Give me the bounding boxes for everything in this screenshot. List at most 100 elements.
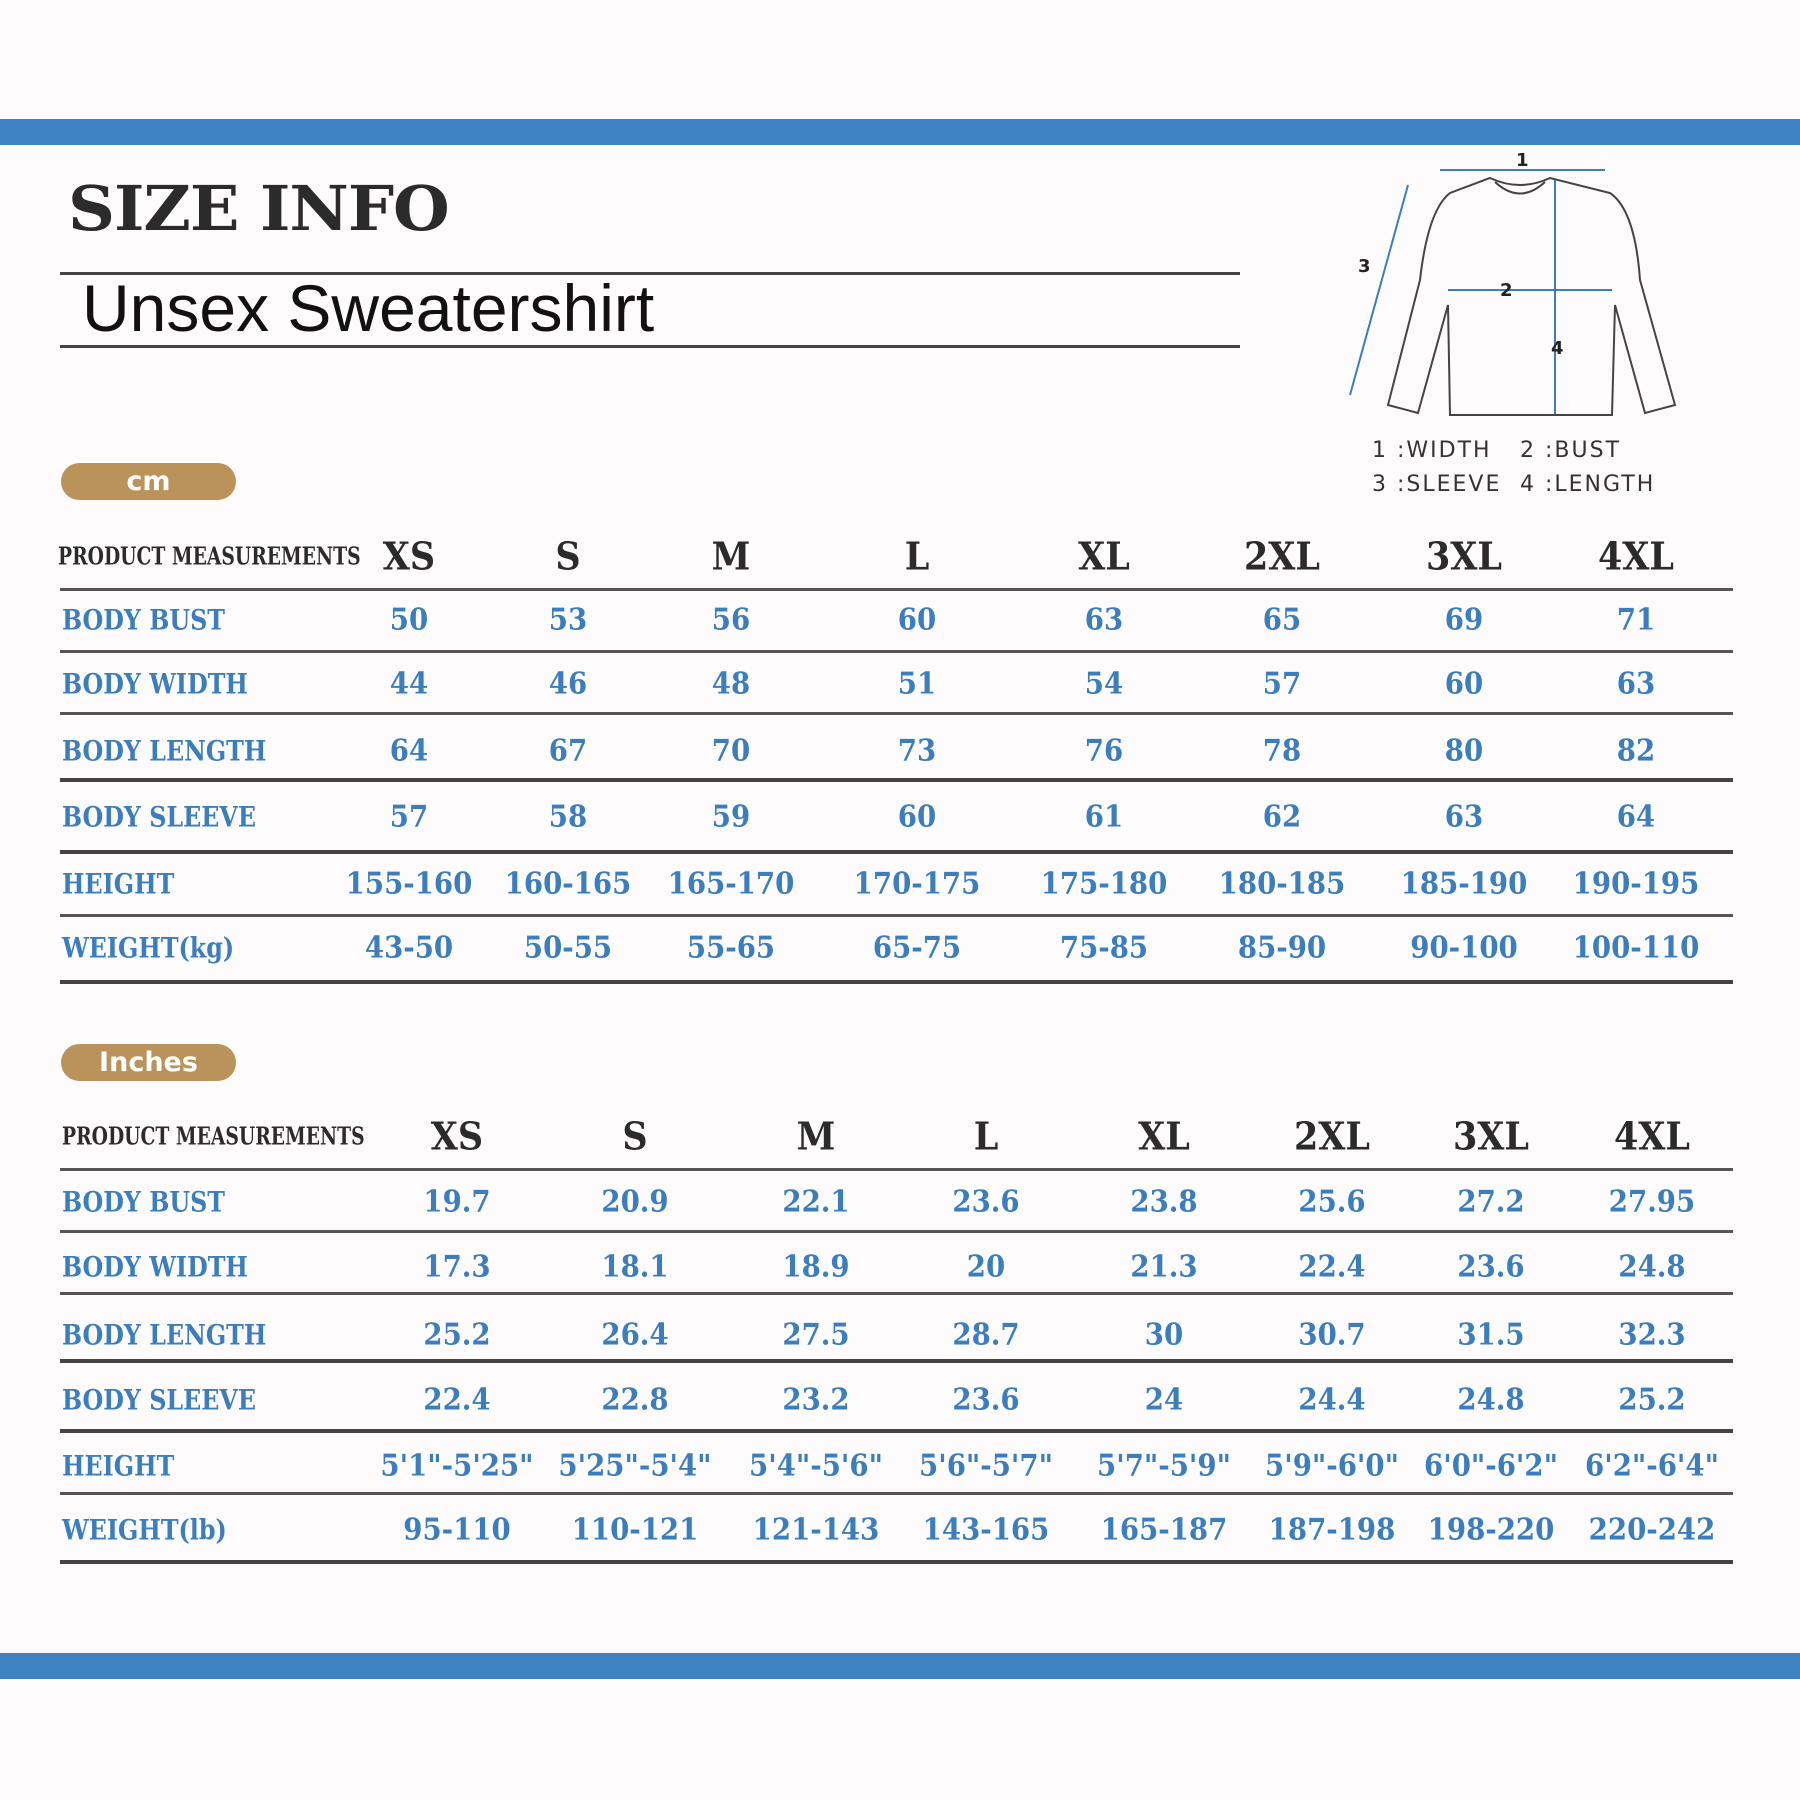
table-cell: 5'4"-5'6" xyxy=(749,1448,883,1484)
table-cell: 18.9 xyxy=(782,1249,850,1285)
table-cell: 58 xyxy=(548,799,588,835)
table-cell: 76 xyxy=(1084,733,1124,769)
divider xyxy=(60,345,1240,348)
unit-badge: Inches xyxy=(61,1044,236,1081)
table-cell: 80 xyxy=(1444,733,1484,769)
size-header: 4XL xyxy=(1597,533,1675,579)
legend-sleeve: 3 :SLEEVE xyxy=(1372,472,1502,497)
table-cell: 5'25"-5'4" xyxy=(558,1448,712,1484)
table-cell: 57 xyxy=(1262,666,1302,702)
row-divider xyxy=(60,778,1733,782)
table-cell: 28.7 xyxy=(952,1317,1020,1353)
row-label: BODY SLEEVE xyxy=(62,1383,257,1417)
table-cell: 69 xyxy=(1444,602,1484,638)
table-cell: 60 xyxy=(897,602,937,638)
table-cell: 155-160 xyxy=(345,866,473,902)
table-cell: 18.1 xyxy=(601,1249,669,1285)
table-cell: 78 xyxy=(1262,733,1302,769)
row-label: BODY LENGTH xyxy=(62,734,267,768)
marker-2: 2 xyxy=(1500,280,1513,301)
table-cell: 27.5 xyxy=(782,1317,850,1353)
unit-badge: cm xyxy=(61,463,236,500)
row-divider xyxy=(60,1560,1733,1564)
table-cell: 100-110 xyxy=(1572,930,1700,966)
marker-1: 1 xyxy=(1516,150,1529,171)
size-header: S xyxy=(622,1113,648,1159)
table-cell: 26.4 xyxy=(601,1317,669,1353)
row-label: WEIGHT(lb) xyxy=(62,1513,227,1547)
table-cell: 82 xyxy=(1616,733,1656,769)
table-cell: 65-75 xyxy=(872,930,962,966)
table-cell: 187-198 xyxy=(1268,1512,1396,1548)
row-divider xyxy=(60,712,1733,715)
table-cell: 22.4 xyxy=(1298,1249,1366,1285)
row-divider xyxy=(60,1429,1733,1433)
table-cell: 57 xyxy=(389,799,429,835)
table-cell: 60 xyxy=(897,799,937,835)
table-cell: 75-85 xyxy=(1059,930,1149,966)
row-label: WEIGHT(kg) xyxy=(62,931,235,965)
size-header: 2XL xyxy=(1293,1113,1371,1159)
table-cell: 56 xyxy=(711,602,751,638)
header-label: PRODUCT MEASUREMENTS xyxy=(58,541,361,571)
size-header: 4XL xyxy=(1613,1113,1691,1159)
table-cell: 160-165 xyxy=(504,866,632,902)
row-label: BODY WIDTH xyxy=(62,667,248,701)
table-cell: 61 xyxy=(1084,799,1124,835)
page-title: SIZE INFO xyxy=(68,172,450,245)
size-header: M xyxy=(796,1113,836,1159)
table-cell: 165-187 xyxy=(1100,1512,1228,1548)
size-header: 3XL xyxy=(1452,1113,1530,1159)
table-cell: 121-143 xyxy=(752,1512,880,1548)
table-cell: 71 xyxy=(1616,602,1656,638)
table-cell: 27.2 xyxy=(1457,1184,1525,1220)
table-cell: 5'9"-6'0" xyxy=(1265,1448,1399,1484)
table-cell: 44 xyxy=(389,666,429,702)
table-cell: 17.3 xyxy=(423,1249,491,1285)
table-cell: 25.2 xyxy=(423,1317,491,1353)
table-cell: 59 xyxy=(711,799,751,835)
size-header: XL xyxy=(1138,1113,1190,1159)
size-header: XL xyxy=(1078,533,1130,579)
row-divider xyxy=(60,1492,1733,1495)
table-cell: 6'0"-6'2" xyxy=(1424,1448,1558,1484)
table-cell: 22.1 xyxy=(782,1184,850,1220)
table-cell: 220-242 xyxy=(1588,1512,1716,1548)
row-divider xyxy=(60,1292,1733,1295)
row-divider xyxy=(60,980,1733,984)
table-cell: 25.2 xyxy=(1618,1382,1686,1418)
divider xyxy=(60,272,1240,275)
table-cell: 64 xyxy=(389,733,429,769)
table-cell: 62 xyxy=(1262,799,1302,835)
marker-3: 3 xyxy=(1358,256,1371,277)
table-cell: 65 xyxy=(1262,602,1302,638)
size-header: L xyxy=(973,1113,999,1159)
size-header: 2XL xyxy=(1243,533,1321,579)
table-cell: 27.95 xyxy=(1608,1184,1696,1220)
table-cell: 51 xyxy=(897,666,937,702)
table-cell: 64 xyxy=(1616,799,1656,835)
table-cell: 185-190 xyxy=(1400,866,1528,902)
table-cell: 190-195 xyxy=(1572,866,1700,902)
table-cell: 165-170 xyxy=(667,866,795,902)
table-cell: 31.5 xyxy=(1457,1317,1525,1353)
legend-length: 4 :LENGTH xyxy=(1520,472,1656,497)
size-header: 3XL xyxy=(1425,533,1503,579)
table-cell: 70 xyxy=(711,733,751,769)
bottom-accent-bar xyxy=(0,1653,1800,1679)
row-label: BODY BUST xyxy=(62,603,225,637)
table-cell: 6'2"-6'4" xyxy=(1585,1448,1719,1484)
table-cell: 63 xyxy=(1616,666,1656,702)
header-label: PRODUCT MEASUREMENTS xyxy=(62,1121,365,1151)
table-cell: 20 xyxy=(966,1249,1006,1285)
table-cell: 24 xyxy=(1144,1382,1184,1418)
table-cell: 85-90 xyxy=(1237,930,1327,966)
table-cell: 23.6 xyxy=(952,1382,1020,1418)
table-cell: 19.7 xyxy=(423,1184,491,1220)
table-cell: 23.6 xyxy=(952,1184,1020,1220)
marker-4: 4 xyxy=(1551,338,1564,359)
legend-width: 1 :WIDTH xyxy=(1372,438,1492,463)
table-cell: 24.8 xyxy=(1618,1249,1686,1285)
table-cell: 63 xyxy=(1084,602,1124,638)
table-cell: 22.8 xyxy=(601,1382,669,1418)
